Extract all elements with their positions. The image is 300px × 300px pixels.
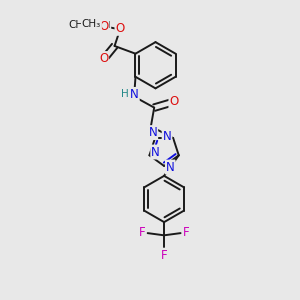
Text: methyl: methyl	[81, 21, 110, 30]
Text: O: O	[116, 22, 125, 35]
Text: N: N	[166, 160, 175, 174]
Text: O: O	[99, 20, 108, 33]
Text: CH₃: CH₃	[69, 20, 88, 30]
Text: N: N	[148, 126, 157, 139]
Text: O: O	[169, 95, 178, 108]
Text: N: N	[151, 146, 160, 158]
Text: F: F	[139, 226, 146, 238]
Text: N: N	[163, 130, 171, 143]
Text: F: F	[161, 249, 167, 262]
Text: F: F	[183, 226, 189, 238]
Text: O: O	[99, 52, 108, 65]
Text: N: N	[130, 88, 139, 101]
Text: H: H	[121, 89, 129, 99]
Text: CH₃: CH₃	[82, 20, 101, 29]
